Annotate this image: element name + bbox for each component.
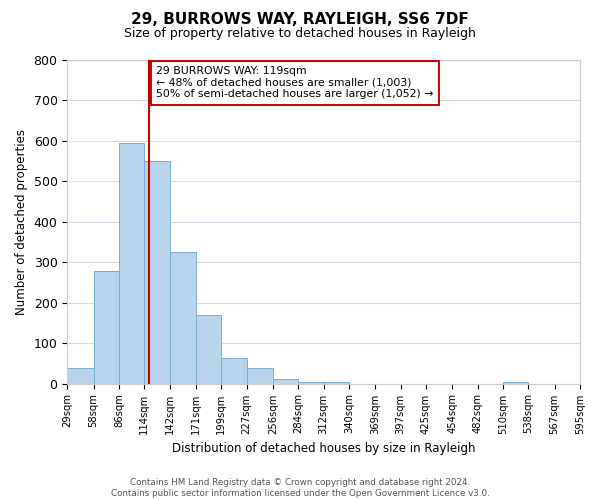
Bar <box>94 271 119 384</box>
Text: Size of property relative to detached houses in Rayleigh: Size of property relative to detached ho… <box>124 28 476 40</box>
Bar <box>273 378 298 384</box>
X-axis label: Distribution of detached houses by size in Rayleigh: Distribution of detached houses by size … <box>172 442 475 455</box>
Text: 29 BURROWS WAY: 119sqm
← 48% of detached houses are smaller (1,003)
50% of semi-: 29 BURROWS WAY: 119sqm ← 48% of detached… <box>156 66 433 100</box>
Bar <box>170 252 196 384</box>
Bar <box>67 368 94 384</box>
Bar <box>503 382 529 384</box>
Text: 29, BURROWS WAY, RAYLEIGH, SS6 7DF: 29, BURROWS WAY, RAYLEIGH, SS6 7DF <box>131 12 469 28</box>
Bar <box>119 144 144 384</box>
Bar <box>221 358 247 384</box>
Bar <box>323 382 349 384</box>
Bar <box>144 160 170 384</box>
Bar <box>196 315 221 384</box>
Bar <box>298 382 323 384</box>
Bar <box>247 368 273 384</box>
Text: Contains HM Land Registry data © Crown copyright and database right 2024.
Contai: Contains HM Land Registry data © Crown c… <box>110 478 490 498</box>
Y-axis label: Number of detached properties: Number of detached properties <box>15 129 28 315</box>
